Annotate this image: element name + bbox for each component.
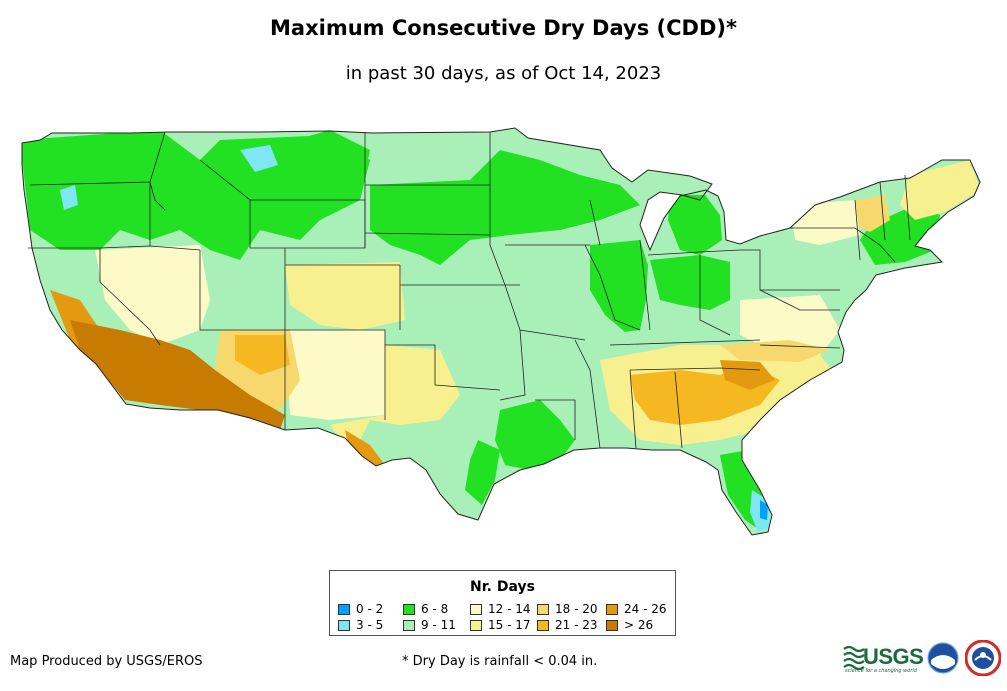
- region-18-20-tennessee: [720, 340, 830, 362]
- region-15-17-colorado: [285, 262, 405, 330]
- legend-swatch: [606, 603, 618, 615]
- legend: Nr. Days 0 - 2 3 - 5 6 - 8 9 - 11 12 - 1…: [329, 570, 676, 636]
- legend-label: 18 - 20: [555, 602, 598, 616]
- region-12-14-maine: [900, 160, 980, 220]
- legend-swatch: [606, 619, 618, 631]
- legend-label: 0 - 2: [356, 602, 384, 616]
- us-cdd-map: [21, 127, 981, 536]
- region-6-8-texas-coast: [465, 440, 500, 505]
- legend-item-6-8: 6 - 8: [403, 602, 448, 616]
- legend-label: 24 - 26: [624, 602, 667, 616]
- region-3-5-idaho: [240, 145, 278, 172]
- map-credit: Map Produced by USGS/EROS: [10, 654, 203, 669]
- region-21-23-arizona-n: [235, 335, 290, 375]
- map-subtitle: in past 30 days, as of Oct 14, 2023: [345, 63, 662, 84]
- agency-logos: USGS science for a changing world: [843, 640, 1003, 678]
- legend-label: 21 - 23: [555, 618, 598, 632]
- region-6-8-dakotas: [370, 150, 640, 265]
- map-title: Maximum Consecutive Dry Days (CDD)*: [270, 16, 737, 40]
- region-0-2-florida-coast: [760, 500, 768, 520]
- legend-item-0-2: 0 - 2: [338, 602, 383, 616]
- legend-label: > 26: [624, 618, 654, 632]
- nws-logo-icon: [965, 640, 1001, 676]
- region-gt26-southwest: [70, 320, 285, 430]
- region-6-8-ohio-valley: [650, 255, 730, 310]
- legend-label: 6 - 8: [421, 602, 449, 616]
- region-6-8-northeast: [860, 205, 940, 265]
- legend-swatch: [537, 619, 549, 631]
- legend-swatch: [537, 603, 549, 615]
- legend-swatch: [470, 619, 482, 631]
- legend-item-3-5: 3 - 5: [338, 618, 383, 632]
- region-24-26-carolinas: [720, 360, 775, 390]
- region-18-20-vermont: [852, 195, 890, 232]
- region-6-8-illinois: [590, 240, 648, 332]
- legend-swatch: [338, 603, 350, 615]
- legend-item-gt-26: > 26: [606, 618, 653, 632]
- legend-item-12-14: 12 - 14: [470, 602, 531, 616]
- legend-item-21-23: 21 - 23: [537, 618, 598, 632]
- legend-swatch: [403, 619, 415, 631]
- dry-day-footnote: * Dry Day is rainfall < 0.04 in.: [402, 654, 598, 669]
- region-3-5-oregon: [60, 185, 78, 210]
- legend-label: 9 - 11: [421, 618, 456, 632]
- legend-label: 12 - 14: [488, 602, 531, 616]
- legend-swatch: [338, 619, 350, 631]
- usgs-tagline: science for a changing world: [845, 668, 917, 674]
- usgs-wave-icon: [843, 645, 865, 670]
- state-boundaries: [28, 131, 911, 449]
- legend-title: Nr. Days: [470, 579, 535, 595]
- legend-item-15-17: 15 - 17: [470, 618, 531, 632]
- legend-label: 3 - 5: [356, 618, 384, 632]
- legend-item-24-26: 24 - 26: [606, 602, 667, 616]
- legend-swatch: [470, 603, 482, 615]
- region-12-14-great-basin: [95, 245, 210, 345]
- region-6-8-michigan: [668, 195, 722, 255]
- noaa-logo-icon: [927, 642, 959, 674]
- region-15-17-texas: [330, 345, 460, 460]
- region-6-8-lower-miss: [495, 400, 575, 470]
- region-12-14-new-mexico: [285, 330, 385, 420]
- legend-item-9-11: 9 - 11: [403, 618, 456, 632]
- legend-label: 15 - 17: [488, 618, 531, 632]
- legend-item-18-20: 18 - 20: [537, 602, 598, 616]
- legend-swatch: [403, 603, 415, 615]
- usgs-logo-text: USGS: [863, 644, 924, 669]
